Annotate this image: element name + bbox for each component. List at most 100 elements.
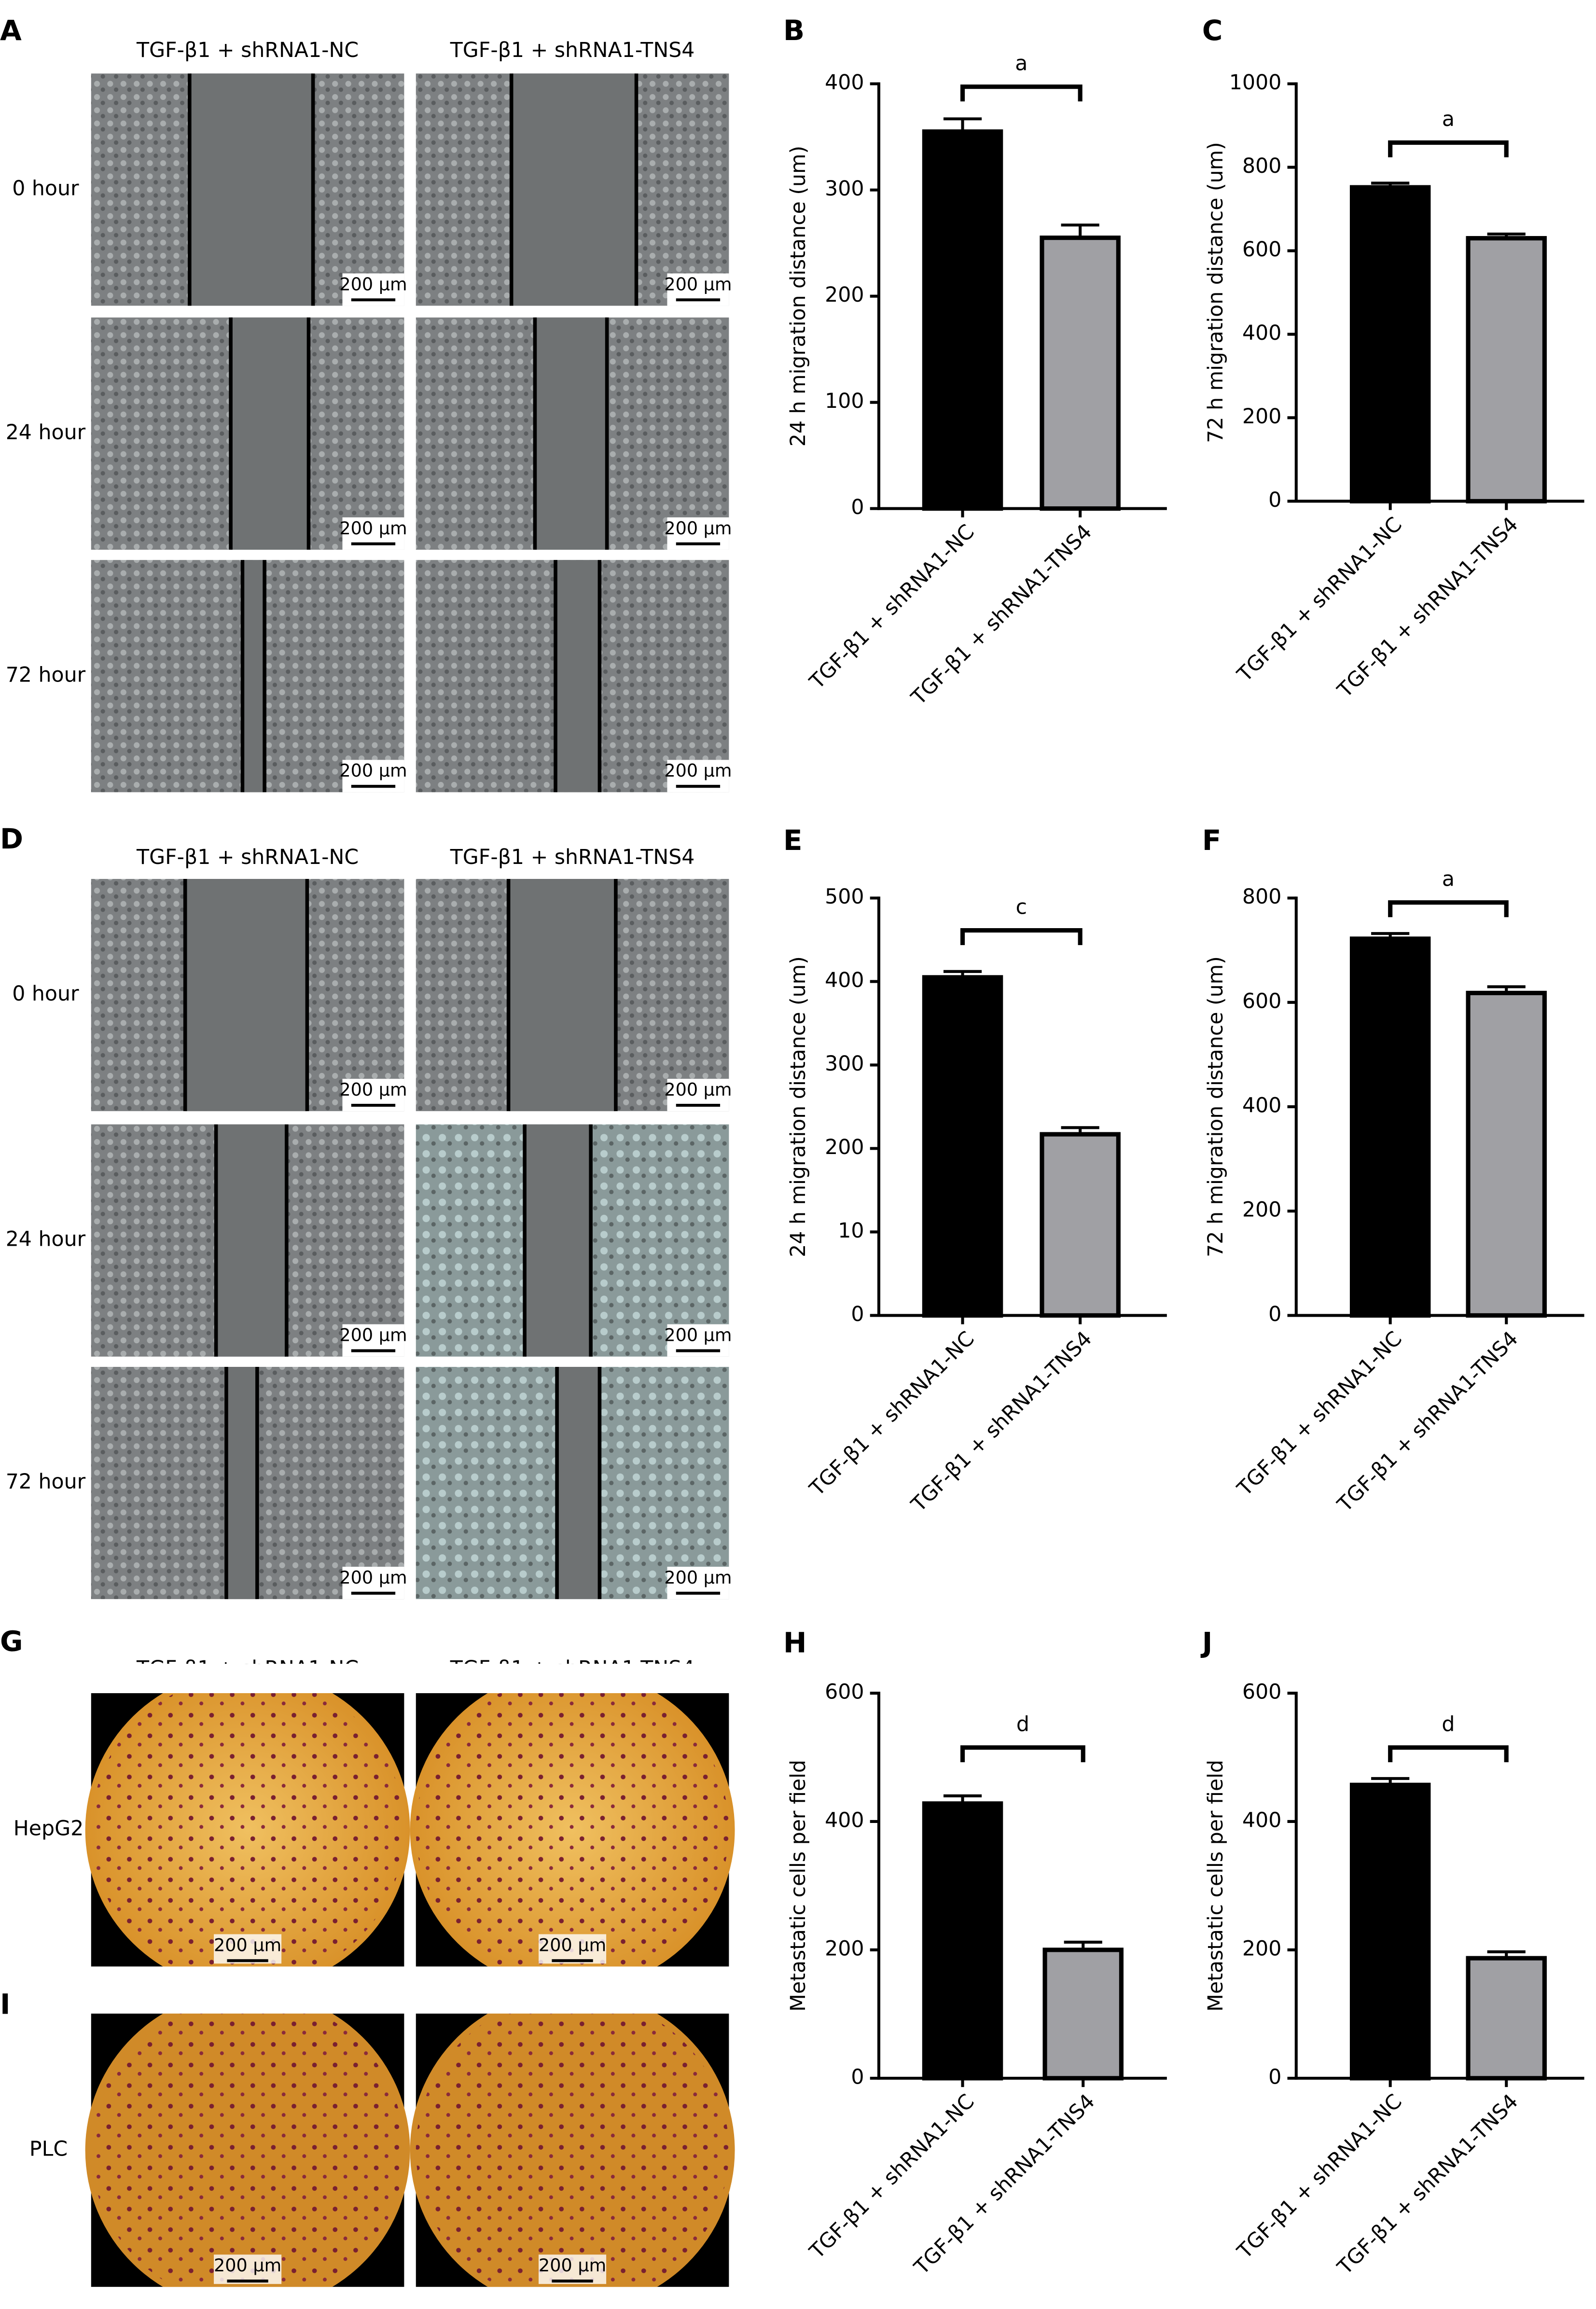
significance-bracket	[1388, 140, 1509, 157]
scale-bar-label: 200 μm	[664, 1325, 732, 1346]
bar	[922, 129, 1003, 511]
y-tick-label: 300	[825, 177, 864, 201]
bar	[1040, 236, 1121, 511]
panel-letter: F	[1202, 824, 1221, 857]
y-tick-label: 1000	[1229, 70, 1281, 95]
bar	[1466, 236, 1547, 504]
wound-gap	[535, 317, 607, 550]
y-tick-label: 400	[825, 1808, 864, 1832]
y-axis-label: Metastatic cells per field	[786, 1760, 810, 2012]
y-tick-label: 800	[1242, 154, 1281, 178]
y-tick-label: 400	[825, 70, 864, 95]
wound-gap	[231, 317, 309, 550]
scale-bar-label: 200 μm	[339, 518, 407, 539]
bar	[922, 975, 1003, 1318]
significance-label: c	[1016, 895, 1027, 919]
row-label: 24 hour	[6, 420, 86, 445]
y-tick-label: 400	[825, 968, 864, 992]
y-tick-label: 400	[1242, 321, 1281, 345]
bar	[1349, 1782, 1431, 2081]
scale-bar-label: 200 μm	[664, 1567, 732, 1588]
wound-gap	[185, 879, 307, 1112]
panel-letter: D	[0, 822, 23, 855]
wound-gap	[508, 879, 616, 1112]
bar	[1466, 1956, 1547, 2081]
scale-bar-label: 200 μm	[664, 760, 732, 781]
stained-cells	[91, 1996, 404, 2305]
error-bar	[943, 1794, 982, 1804]
scale-bar-label: 200 μm	[339, 760, 407, 781]
y-tick-label: 100	[825, 389, 864, 413]
well-clip	[416, 2287, 729, 2309]
error-bar	[1061, 223, 1099, 238]
y-tick-label: 400	[1242, 1094, 1281, 1118]
row-label: HepG2	[14, 1817, 83, 1841]
significance-label: a	[1015, 52, 1027, 76]
scale-bar-label: 200 μm	[339, 274, 407, 294]
error-bar	[1371, 181, 1410, 188]
bar	[922, 1801, 1003, 2081]
panel-letter: J	[1200, 1627, 1213, 1659]
error-bar	[1371, 1777, 1410, 1785]
panel-letter: C	[1202, 14, 1222, 47]
significance-label: d	[1442, 1712, 1455, 1737]
well-clip	[416, 1984, 729, 2014]
well-clip	[91, 1664, 404, 1694]
significance-bracket	[960, 84, 1083, 102]
y-tick-label: 600	[825, 1680, 864, 1704]
row-label: 0 hour	[12, 982, 79, 1006]
y-tick-label: 300	[825, 1052, 864, 1076]
wound-gap	[242, 560, 265, 793]
significance-label: d	[1016, 1712, 1029, 1737]
row-label: 72 hour	[6, 663, 86, 687]
row-label: 72 hour	[6, 1470, 86, 1494]
panel-letter: G	[0, 1625, 23, 1658]
y-tick-label: 400	[1242, 1808, 1281, 1832]
bar	[1349, 936, 1431, 1318]
y-tick-label: 200	[1242, 404, 1281, 429]
scale-bar-label: 200 μm	[339, 1079, 407, 1100]
row-label: PLC	[29, 2137, 68, 2161]
y-tick-label: 800	[1242, 885, 1281, 909]
row-label: 24 hour	[6, 1227, 86, 1252]
y-tick-label: 600	[1242, 237, 1281, 262]
wound-gap	[511, 73, 637, 306]
y-tick-label: 500	[825, 885, 864, 909]
wound-gap	[189, 73, 313, 306]
bar	[1042, 1947, 1124, 2081]
y-tick-label: 0	[851, 2065, 864, 2089]
y-axis-label: Metastatic cells per field	[1204, 1760, 1228, 2012]
scale-bar-label: 200 μm	[214, 2255, 281, 2276]
error-bar	[943, 970, 982, 977]
panel-letter: I	[0, 1988, 11, 2021]
error-bar	[1064, 1940, 1102, 1950]
scale-bar-box	[539, 1934, 607, 1964]
stained-cells	[416, 1675, 729, 1984]
y-axis-label: 72 h migration distance (um)	[1204, 142, 1228, 443]
column-header: TGF-β1 + shRNA1-NC	[136, 38, 359, 62]
significance-label: a	[1442, 867, 1455, 891]
significance-bracket	[1388, 900, 1509, 918]
y-tick-label: 0	[1268, 1302, 1281, 1326]
y-tick-label: 10	[838, 1219, 864, 1243]
y-axis-label: 24 h migration distance (um)	[786, 146, 810, 447]
row-label: 0 hour	[12, 176, 79, 200]
error-bar	[1371, 932, 1410, 939]
column-header: TGF-β1 + shRNA1-TNS4	[450, 845, 695, 869]
y-tick-label: 200	[825, 1936, 864, 1961]
wound-gap	[525, 1124, 591, 1357]
wound-gap	[555, 560, 600, 793]
bar	[1466, 990, 1547, 1318]
stained-cells	[416, 1996, 729, 2305]
well-clip	[91, 2287, 404, 2309]
panel-letter: H	[783, 1627, 806, 1659]
panel-letter: E	[783, 824, 803, 857]
wound-gap	[557, 1367, 600, 1600]
column-header: TGF-β1 + shRNA1-NC	[136, 845, 359, 869]
error-bar	[1061, 1126, 1099, 1135]
scale-bar-label: 200 μm	[339, 1567, 407, 1588]
scale-bar-box	[214, 1934, 282, 1964]
scale-bar-label: 200 μm	[664, 274, 732, 294]
significance-label: a	[1442, 107, 1455, 131]
